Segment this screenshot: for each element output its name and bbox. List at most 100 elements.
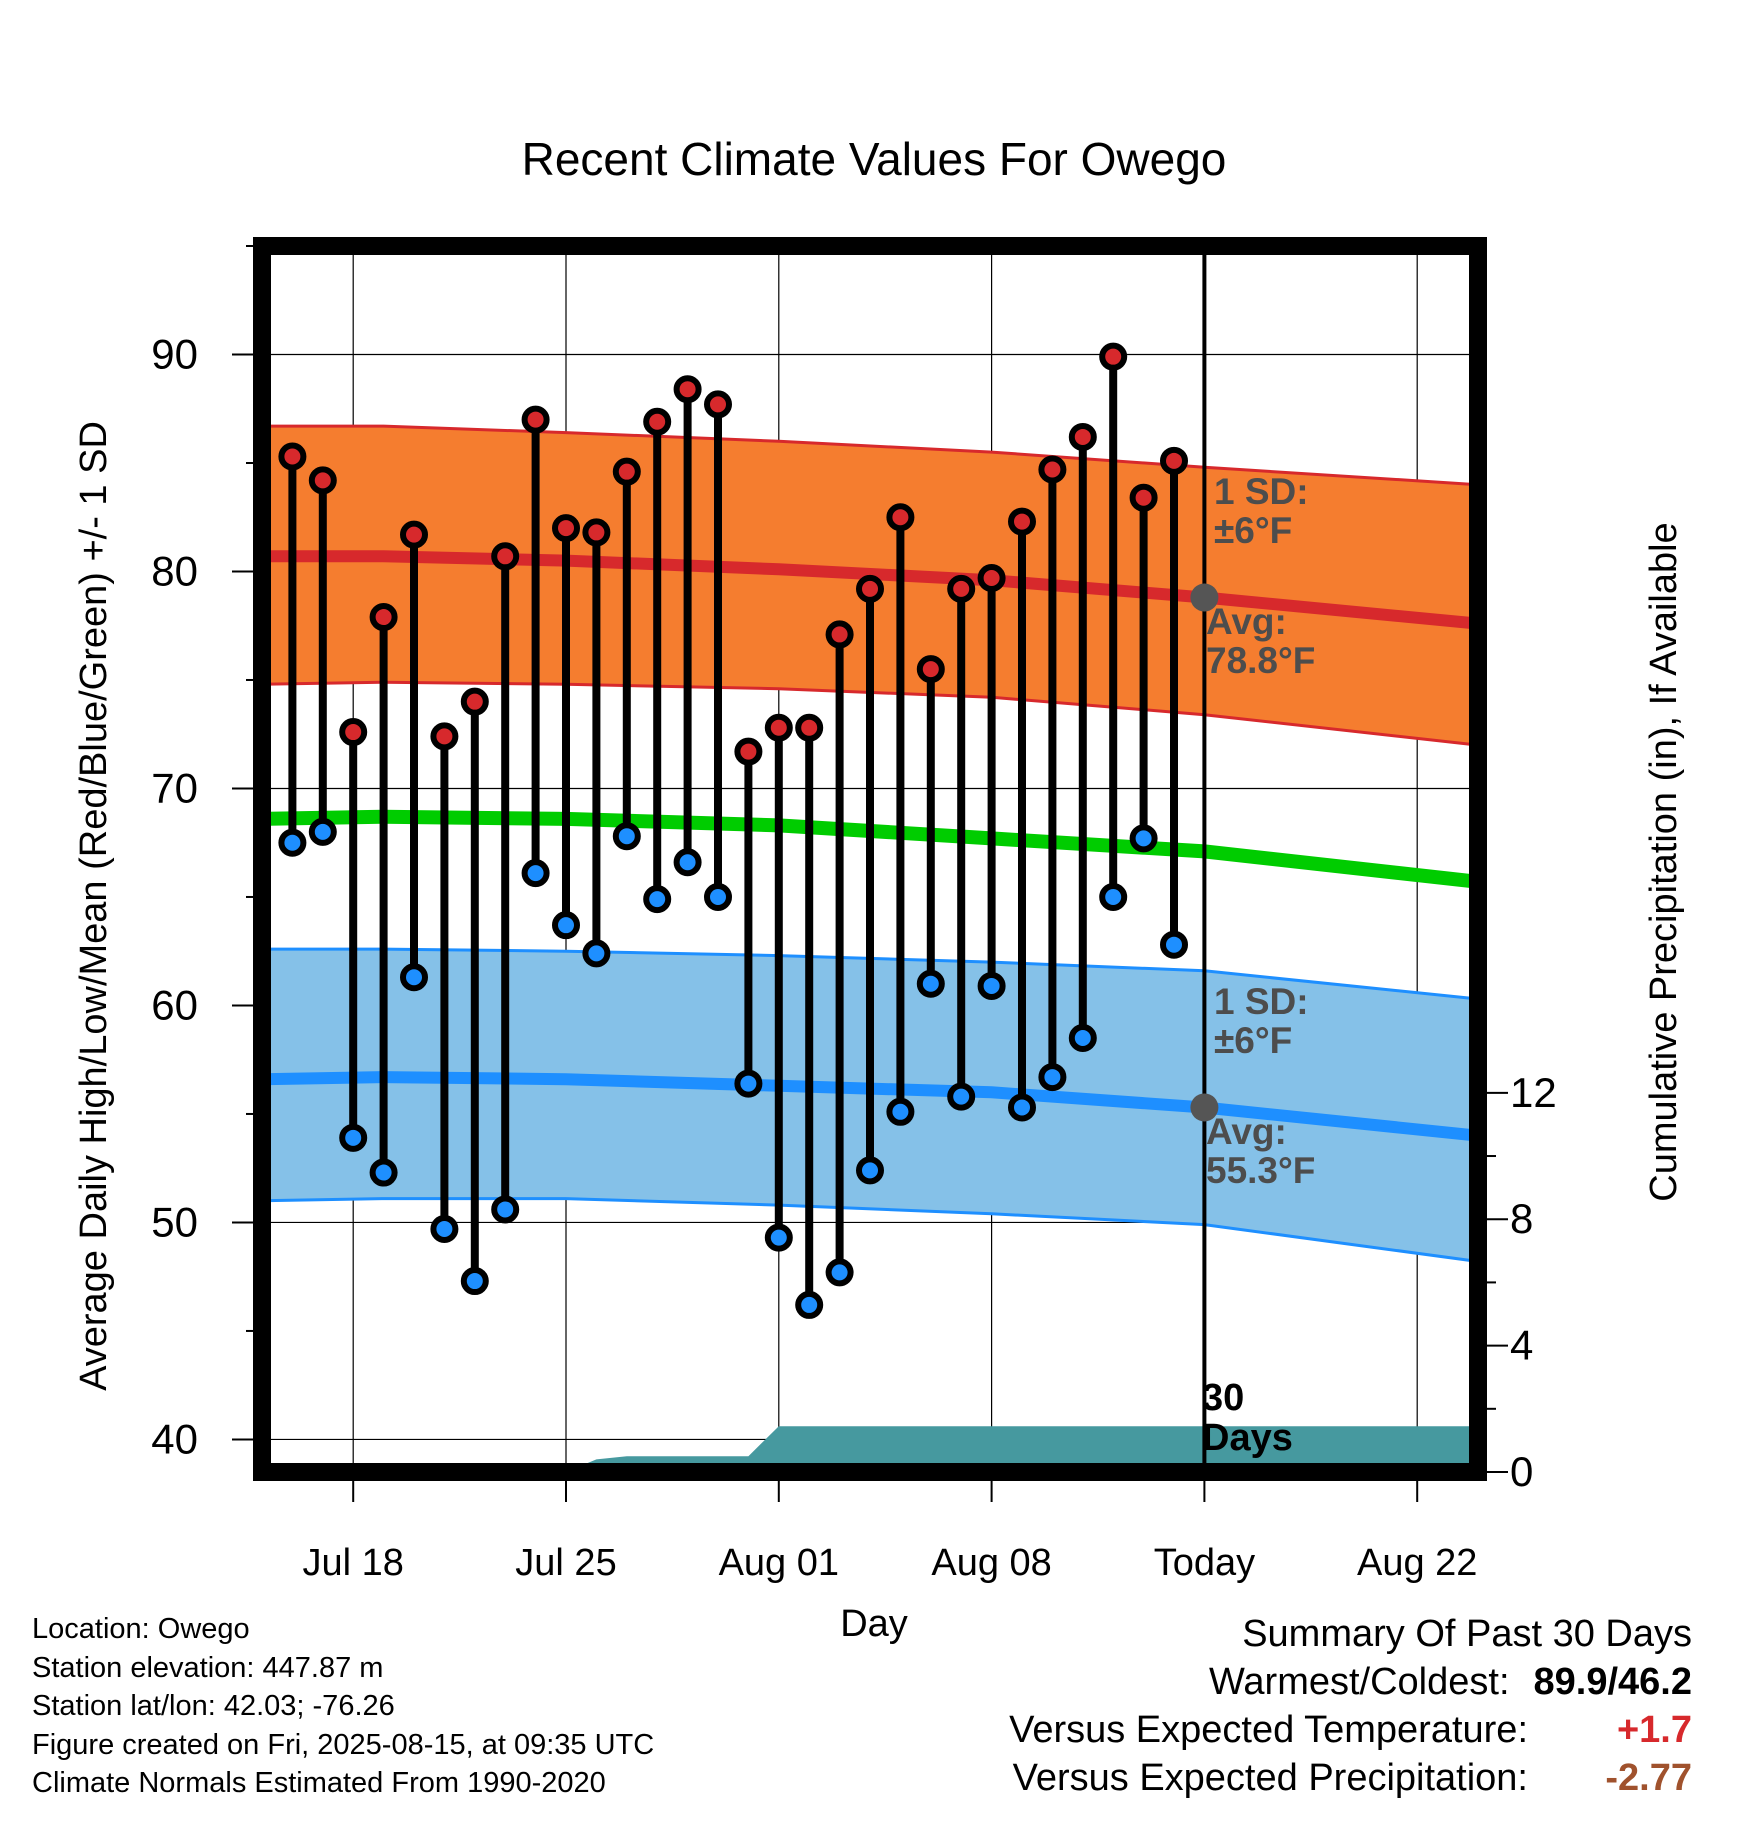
today-high-avg-marker: [1190, 583, 1219, 612]
low-avg-annotation: Avg: 55.3°F: [1206, 1111, 1315, 1191]
daily-low-point: [1099, 882, 1128, 911]
daily-high-point: [916, 655, 945, 684]
y-tick-label: 40: [151, 1415, 198, 1462]
daily-low-point: [339, 1123, 368, 1152]
daily-high-point: [521, 405, 550, 434]
daily-high-point: [886, 503, 915, 532]
daily-low-point: [278, 828, 307, 857]
chart-title: Recent Climate Values For Owego: [522, 133, 1227, 185]
daily-high-point: [1160, 446, 1188, 475]
high-avg-annotation: Avg: 78.8°F: [1206, 601, 1315, 681]
daily-low-point: [886, 1097, 915, 1126]
daily-high-point: [947, 574, 976, 603]
y2-tick-label: 0: [1510, 1448, 1533, 1495]
summary-temp-row: Versus Expected Temperature: +1.7: [1009, 1706, 1692, 1754]
summary-precip-row: Versus Expected Precipitation: -2.77: [1009, 1754, 1692, 1802]
high-sd-annotation: 1 SD: ±6°F: [1214, 471, 1309, 551]
daily-low-point: [612, 822, 641, 851]
daily-high-point: [764, 713, 793, 742]
daily-high-point: [1068, 422, 1097, 451]
low-sd-annotation: 1 SD: ±6°F: [1214, 981, 1309, 1061]
daily-high-point: [1008, 507, 1036, 536]
daily-high-point: [643, 407, 672, 436]
elevation-text: Station elevation: 447.87 m: [32, 1651, 384, 1684]
plot-frame: [253, 237, 1487, 1481]
daily-low-point: [643, 885, 672, 914]
daily-low-point: [308, 817, 337, 846]
daily-low-point: [1008, 1093, 1036, 1122]
x-tick-label: Jul 25: [515, 1542, 616, 1584]
temp-vs-expected-value: +1.7: [1616, 1709, 1692, 1751]
daily-high-point: [369, 603, 398, 632]
daily-low-point: [734, 1069, 763, 1098]
daily-low-point: [916, 969, 945, 998]
daily-high-point: [308, 466, 337, 495]
daily-low-point: [795, 1290, 824, 1319]
daily-low-point: [1129, 824, 1158, 853]
location-text: Location: Owego: [32, 1613, 250, 1645]
y-tick-label: 60: [151, 981, 198, 1028]
y-axis-label: Average Daily High/Low/Mean (Red/Blue/Gr…: [73, 421, 115, 1391]
summary-title: Summary Of Past 30 Days: [1242, 1613, 1692, 1655]
warmest-value: 89.9/46.2: [1533, 1661, 1692, 1703]
daily-high-point: [673, 375, 702, 404]
daily-low-point: [856, 1156, 884, 1185]
daily-low-point: [1068, 1024, 1097, 1053]
x-tick-label: Jul 18: [302, 1542, 403, 1584]
daily-low-point: [977, 971, 1006, 1000]
latlon-text: Station lat/lon: 42.03; -76.26: [32, 1690, 395, 1722]
daily-high-point: [552, 514, 580, 543]
daily-low-point: [764, 1223, 793, 1252]
daily-high-point: [795, 713, 824, 742]
daily-high-point: [825, 620, 854, 649]
y2-tick-label: 8: [1510, 1195, 1533, 1242]
daily-low-point: [947, 1082, 976, 1111]
precip-vs-expected-value: -2.77: [1605, 1757, 1692, 1799]
y-tick-label: 70: [151, 764, 198, 811]
daily-high-point: [582, 518, 611, 547]
temp-vs-expected-label: Versus Expected Temperature:: [1009, 1709, 1528, 1751]
daily-high-point: [339, 718, 368, 747]
daily-high-point: [704, 390, 732, 419]
daily-high-point: [491, 542, 520, 571]
warmest-label: Warmest/Coldest:: [1208, 1661, 1510, 1703]
daily-high-point: [612, 457, 641, 486]
created-text: Figure created on Fri, 2025-08-15, at 09…: [32, 1728, 655, 1761]
daily-low-point: [460, 1267, 489, 1296]
summary-warmest-row: Warmest/Coldest: 89.9/46.2: [1009, 1658, 1692, 1706]
daily-high-point: [460, 687, 489, 716]
daily-low-point: [582, 939, 611, 968]
plot-area: 1 SD: ±6°F Avg: 78.8°F 1 SD: ±6°F Avg: 55.3°F 30…: [151, 237, 1557, 1584]
summary-panel: Summary Of Past 30 Days Warmest/Coldest:…: [1009, 1610, 1692, 1802]
daily-low-point: [704, 882, 732, 911]
precip-area: [262, 1426, 1478, 1472]
daily-low-point: [521, 859, 550, 888]
y-tick-label: 90: [151, 330, 198, 377]
daily-high-point: [400, 520, 428, 549]
daily-low-point: [552, 911, 580, 940]
daily-low-point: [673, 848, 702, 877]
daily-high-point: [1038, 455, 1067, 484]
daily-high-point: [856, 574, 884, 603]
y2-tick-label: 4: [1510, 1322, 1533, 1369]
precip-vs-expected-label: Versus Expected Precipitation:: [1012, 1757, 1528, 1799]
daily-high-point: [1129, 483, 1158, 512]
y2-tick-label: 12: [1510, 1069, 1557, 1116]
x-tick-label: Today: [1154, 1542, 1255, 1584]
daily-low-point: [400, 963, 428, 992]
today-low-avg-marker: [1190, 1093, 1219, 1122]
daily-low-point: [825, 1258, 854, 1287]
normals-text: Climate Normals Estimated From 1990-2020: [32, 1767, 606, 1799]
daily-high-point: [430, 722, 459, 751]
daily-low-point: [491, 1195, 520, 1224]
daily-high-point: [734, 737, 763, 766]
precip-days-annotation: 30 Days: [1202, 1377, 1293, 1459]
x-tick-label: Aug 22: [1357, 1542, 1477, 1584]
x-axis-label: Day: [840, 1603, 908, 1645]
daily-low-point: [430, 1214, 459, 1243]
daily-high-point: [977, 563, 1006, 592]
daily-low-point: [1160, 930, 1188, 959]
y2-axis-label: Cumulative Precipitation (in), If Availa…: [1643, 522, 1685, 1201]
y-tick-label: 80: [151, 547, 198, 594]
